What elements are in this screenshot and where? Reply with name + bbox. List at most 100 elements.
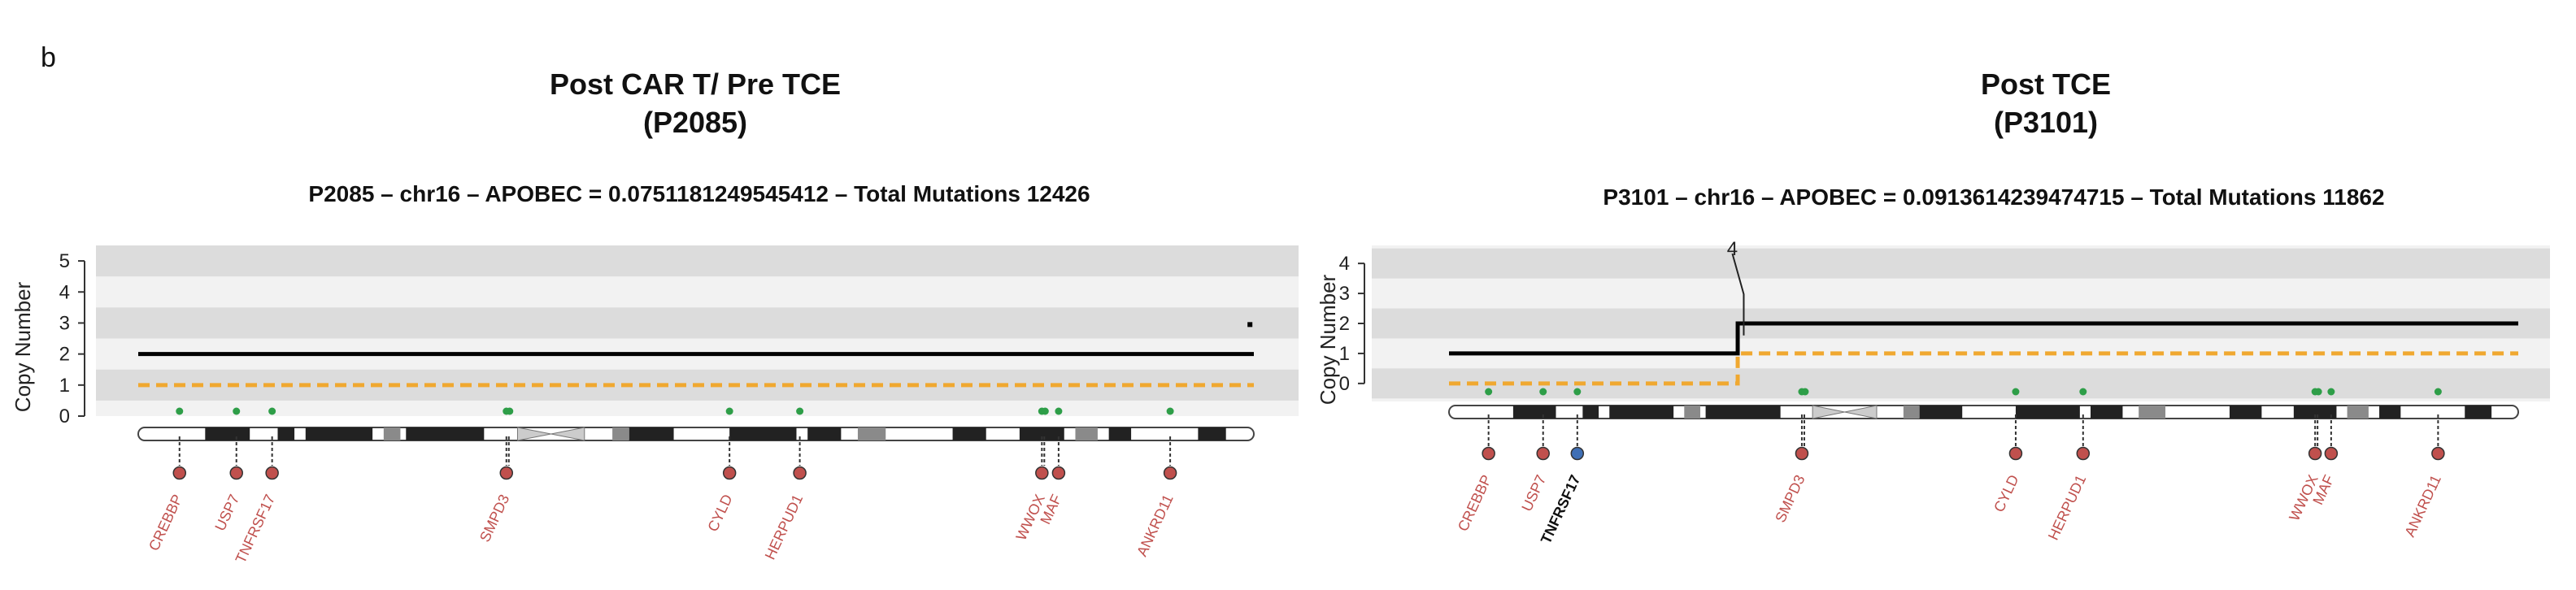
gene-circle	[1035, 466, 1049, 480]
gene-position-dot	[2314, 388, 2322, 396]
gene-marker-usp7: USP7	[211, 407, 243, 533]
gene-position-dot	[1166, 407, 1174, 415]
gene-position-dot	[1573, 388, 1582, 396]
gene-position-dot	[176, 407, 184, 415]
gene-circle	[1163, 466, 1177, 480]
ideogram-band-dark	[305, 427, 373, 440]
chart-title: Post TCE	[1981, 67, 2111, 101]
ideogram-band-dark	[629, 427, 674, 440]
ideogram-band-dark	[2229, 406, 2262, 419]
gene-circle	[1482, 446, 1495, 461]
gene-circle	[1536, 446, 1550, 461]
ideogram-band-dark	[1108, 427, 1132, 440]
y-tick-label: 0	[59, 406, 70, 427]
gene-circle	[229, 466, 243, 480]
ideogram-band-dark	[2465, 406, 2492, 419]
y-tick-label: 0	[1339, 373, 1350, 395]
y-tick-label: 3	[1339, 283, 1350, 305]
gene-position-dot	[1041, 407, 1049, 415]
y-tick-label: 1	[59, 375, 70, 397]
gene-label: CREBBP	[146, 492, 185, 553]
gene-position-dot	[1055, 407, 1063, 415]
gene-position-dot	[1801, 388, 1809, 396]
gene-position-dot	[233, 407, 241, 415]
centromere-left	[1812, 405, 1845, 419]
ideogram-band-dark	[406, 427, 485, 440]
grid-band	[96, 307, 1299, 339]
gene-circle	[172, 466, 187, 480]
gene-label: HERPUD1	[762, 492, 806, 562]
gene-label: SMPD3	[476, 492, 512, 544]
grid-band	[96, 245, 1299, 277]
gene-circle	[2308, 446, 2322, 461]
chart-subtitle: (P2085)	[643, 106, 747, 139]
ideogram-band-dark	[1705, 406, 1781, 419]
plot-title: P3101 – chr16 – APOBEC = 0.0913614239474…	[1603, 184, 2384, 210]
gene-circle	[2076, 446, 2091, 461]
gene-circle	[499, 466, 514, 480]
gene-position-dot	[725, 407, 733, 415]
total-copy-number-line	[1449, 321, 2518, 356]
gene-label: CYLD	[1991, 472, 2021, 514]
ideogram-band-gray	[2347, 406, 2369, 419]
ideogram-band-dark	[1512, 406, 1556, 419]
gene-circle	[722, 466, 737, 480]
y-tick-label: 4	[59, 281, 70, 303]
y-tick-label: 2	[1339, 313, 1350, 335]
ideogram-band-dark	[1919, 406, 1963, 419]
ideogram-band-dark	[2015, 406, 2080, 419]
gene-position-dot	[2012, 388, 2020, 396]
gene-position-dot	[2327, 388, 2335, 396]
gene-label: ANKRD11	[1134, 492, 1177, 559]
chart-panel-1: Post CAR T/ Pre TCE (P2085) P2085 – chr16 …	[11, 67, 1299, 566]
ideogram-band-dark	[729, 427, 797, 440]
ideogram-band-dark	[807, 427, 842, 440]
chromosome-ideogram	[137, 427, 1255, 441]
centromere-right	[550, 427, 585, 441]
gene-circle	[793, 466, 807, 480]
ideogram-band-dark	[1198, 427, 1226, 440]
y-axis-label: Copy Number	[11, 281, 35, 412]
gene-position-dot	[796, 407, 804, 415]
gene-circle	[265, 466, 279, 480]
gene-circle	[1795, 446, 1809, 461]
ideogram-band-gray	[1075, 427, 1098, 440]
ideogram-band-dark	[1609, 406, 1674, 419]
annotation-pointer	[1731, 253, 1745, 336]
gene-label: CYLD	[704, 492, 735, 534]
y-tick-label: 4	[1339, 253, 1350, 275]
data-point	[1247, 322, 1253, 328]
grid-band	[1372, 368, 2550, 399]
gene-marker-cyld: CYLD	[704, 407, 737, 534]
gene-circle	[2324, 446, 2339, 461]
ideogram-band-gray	[2139, 406, 2166, 419]
chart-title: Post CAR T/ Pre TCE	[550, 67, 841, 101]
gene-circle	[2431, 446, 2445, 461]
ideogram-band-gray	[1903, 406, 1920, 419]
chart-panel-2: Post TCE (P3101) P3101 – chr16 – APOBEC = …	[1316, 67, 2550, 546]
y-tick-label: 5	[59, 250, 70, 272]
gene-position-dot	[1539, 388, 1547, 396]
gene-circle	[2008, 446, 2023, 461]
ideogram-band-dark	[952, 427, 986, 440]
y-tick-label: 2	[59, 344, 70, 366]
gene-position-dot	[2079, 388, 2087, 396]
gene-label: SMPD3	[1772, 472, 1808, 525]
chromosome-ideogram	[1448, 405, 2519, 419]
ideogram-band-dark	[2379, 406, 2401, 419]
centromere-right	[1844, 405, 1878, 419]
gene-position-dot	[268, 407, 276, 415]
gene-label: USP7	[211, 492, 242, 533]
ideogram-band-dark	[205, 427, 250, 440]
ideogram-band-gray	[612, 427, 629, 440]
minor-copy-number-line	[1449, 351, 2518, 386]
ideogram-band-gray	[383, 427, 401, 440]
gene-position-dot	[506, 407, 514, 415]
gene-position-dot	[1485, 388, 1493, 396]
gene-label: CREBBP	[1455, 472, 1495, 534]
grid-band	[1372, 248, 2550, 279]
gene-label: HERPUD1	[2045, 472, 2089, 542]
ideogram-band-gray	[1684, 406, 1701, 419]
ideogram-band-dark	[2091, 406, 2123, 419]
